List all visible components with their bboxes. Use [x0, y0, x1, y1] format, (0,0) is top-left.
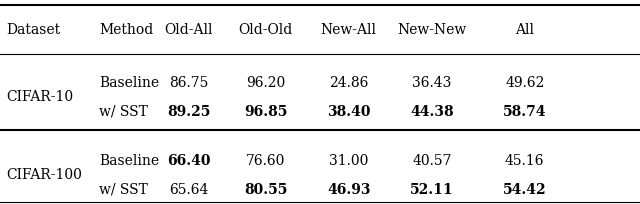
- Text: 96.20: 96.20: [246, 76, 285, 90]
- Text: Method: Method: [99, 23, 154, 37]
- Text: 49.62: 49.62: [505, 76, 545, 90]
- Text: 38.40: 38.40: [327, 104, 371, 118]
- Text: 46.93: 46.93: [327, 182, 371, 196]
- Text: CIFAR-10: CIFAR-10: [6, 90, 74, 104]
- Text: 54.42: 54.42: [503, 182, 547, 196]
- Text: 86.75: 86.75: [169, 76, 209, 90]
- Text: 36.43: 36.43: [412, 76, 452, 90]
- Text: 45.16: 45.16: [505, 153, 545, 167]
- Text: 58.74: 58.74: [503, 104, 547, 118]
- Text: 52.11: 52.11: [410, 182, 454, 196]
- Text: w/ SST: w/ SST: [99, 104, 148, 118]
- Text: CIFAR-100: CIFAR-100: [6, 167, 83, 181]
- Text: 40.57: 40.57: [412, 153, 452, 167]
- Text: New-All: New-All: [321, 23, 377, 37]
- Text: 66.40: 66.40: [167, 153, 211, 167]
- Text: 31.00: 31.00: [329, 153, 369, 167]
- Text: 89.25: 89.25: [167, 104, 211, 118]
- Text: Old-Old: Old-Old: [239, 23, 292, 37]
- Text: All: All: [515, 23, 534, 37]
- Text: 96.85: 96.85: [244, 104, 287, 118]
- Text: 44.38: 44.38: [410, 104, 454, 118]
- Text: 65.64: 65.64: [169, 182, 209, 196]
- Text: Baseline: Baseline: [99, 153, 159, 167]
- Text: Old-All: Old-All: [164, 23, 213, 37]
- Text: Baseline: Baseline: [99, 76, 159, 90]
- Text: New-New: New-New: [397, 23, 467, 37]
- Text: 80.55: 80.55: [244, 182, 287, 196]
- Text: w/ SST: w/ SST: [99, 182, 148, 196]
- Text: Dataset: Dataset: [6, 23, 61, 37]
- Text: 24.86: 24.86: [329, 76, 369, 90]
- Text: 76.60: 76.60: [246, 153, 285, 167]
